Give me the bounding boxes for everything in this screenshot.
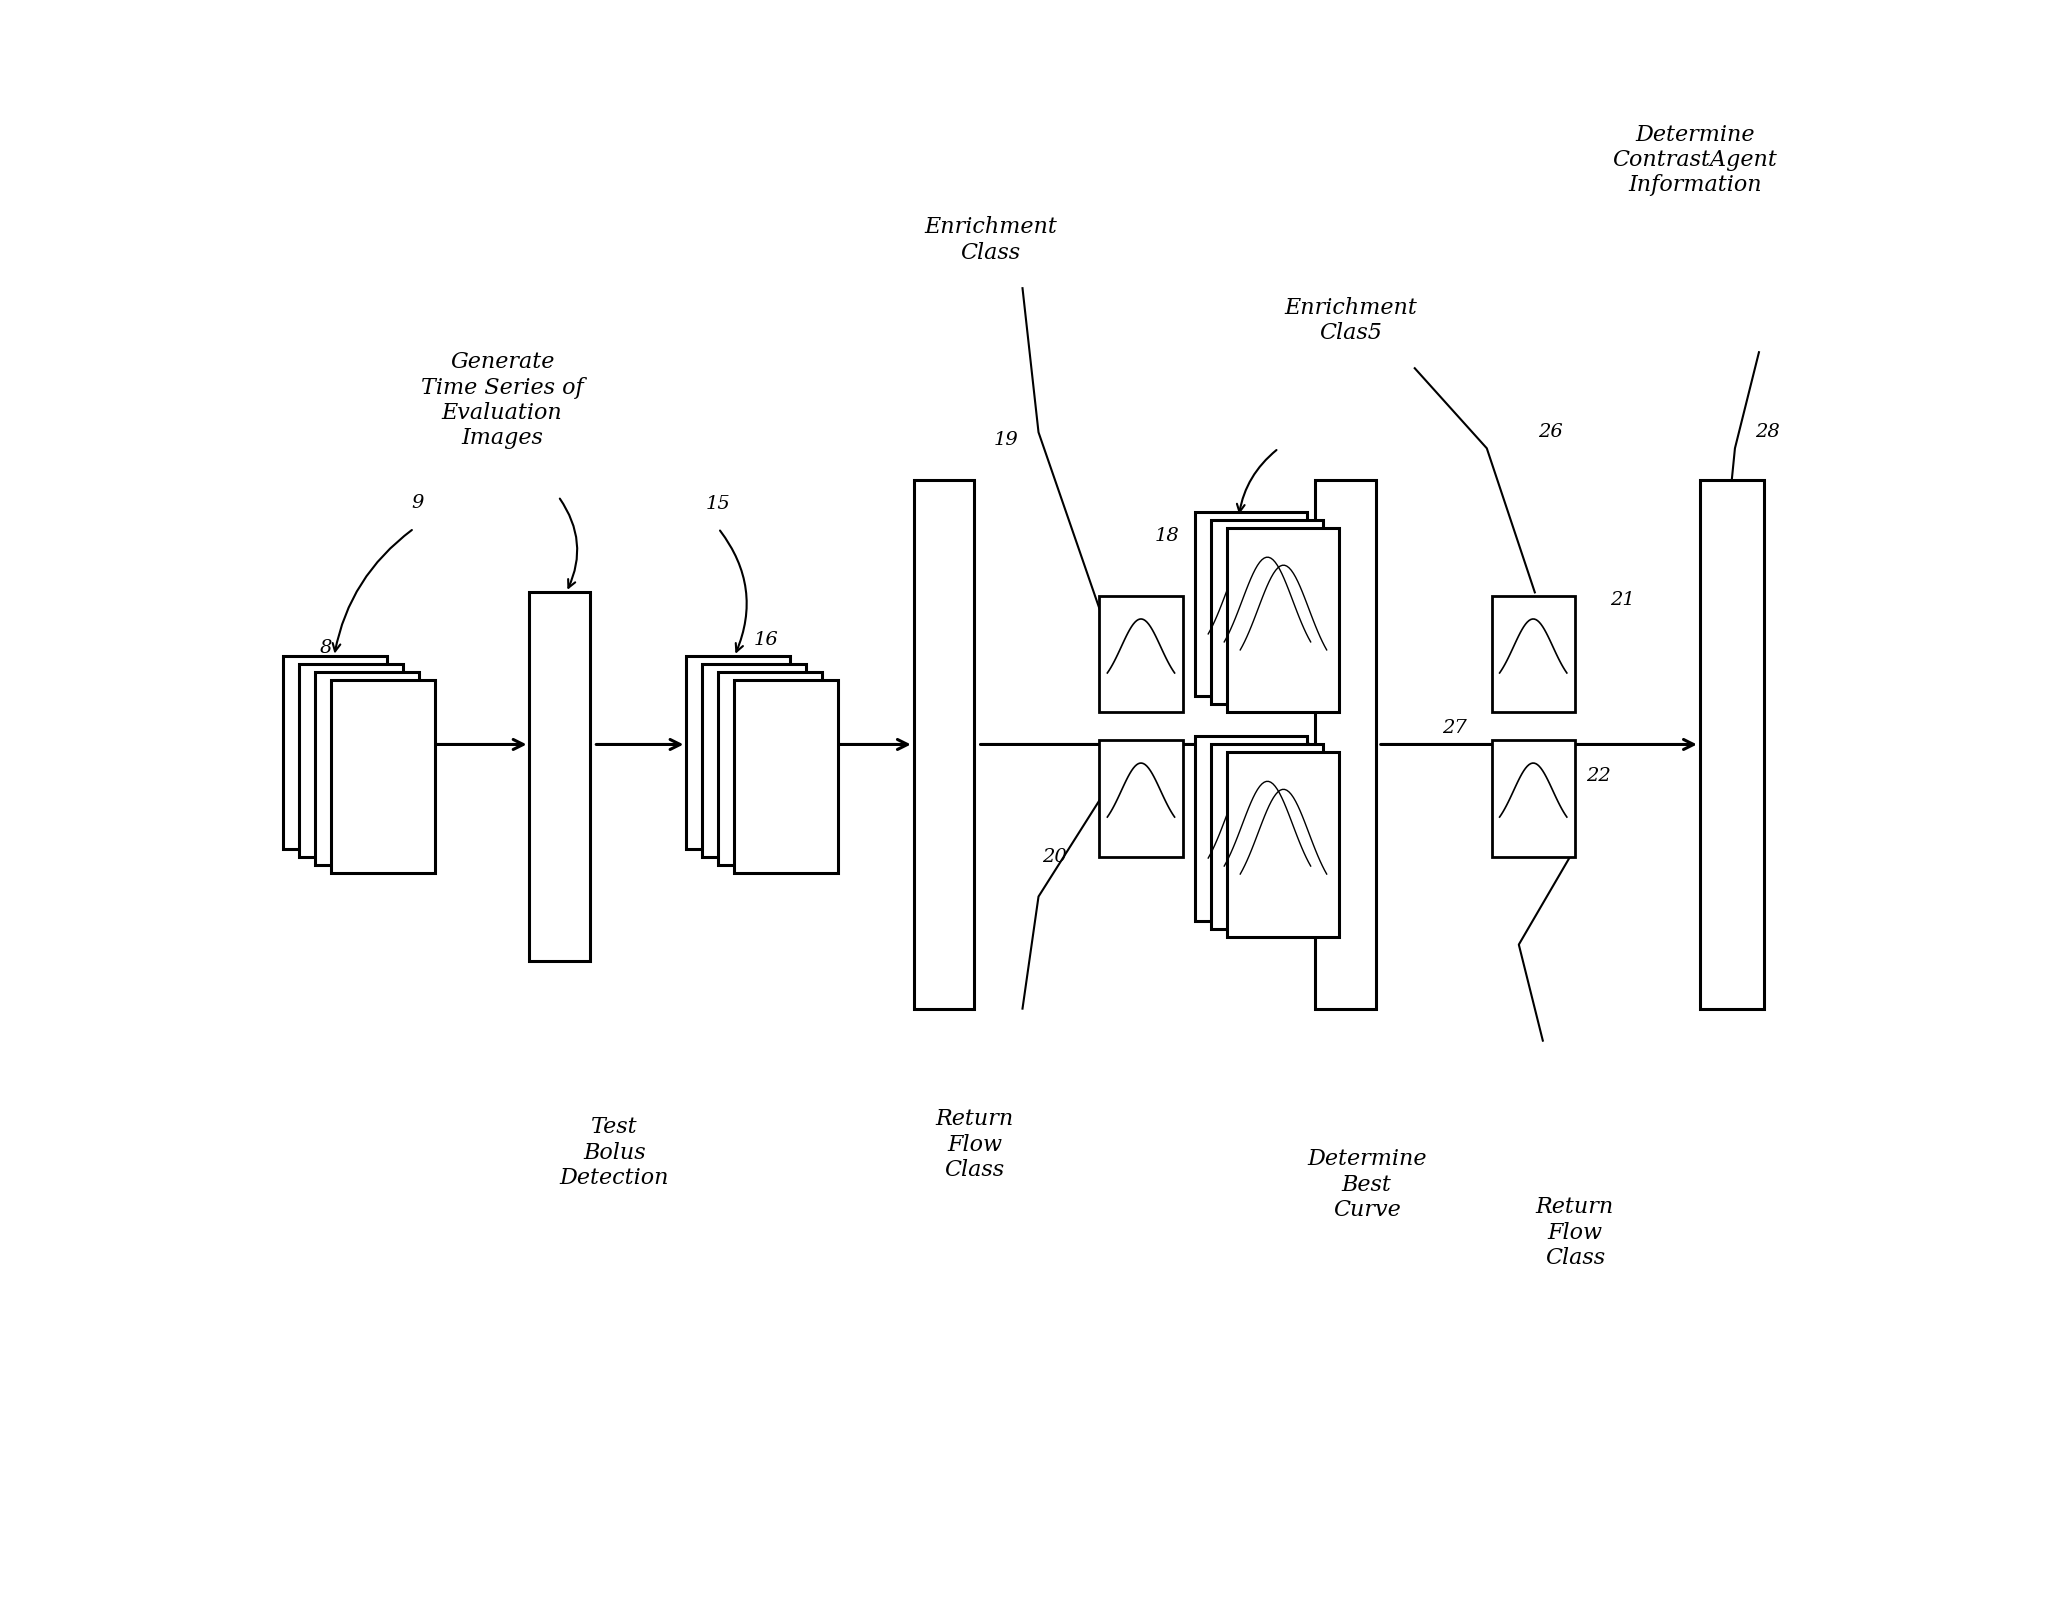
Text: Return
Flow
Class: Return Flow Class [935,1108,1014,1182]
Bar [1315,480,1376,1009]
Text: Generate
Time Series of
Evaluation
Images: Generate Time Series of Evaluation Image… [421,351,583,450]
Text: Enrichment
Clas5: Enrichment Clas5 [1284,296,1417,344]
Bar [734,680,838,873]
Bar [1100,596,1182,712]
Text: 15: 15 [706,495,730,514]
Bar [315,672,419,865]
Bar [1211,520,1323,704]
Bar [1491,596,1575,712]
Text: 21: 21 [1194,591,1219,610]
Text: 22: 22 [1194,775,1219,794]
Text: Enrichment
Class: Enrichment Class [924,216,1057,264]
Text: 9: 9 [411,493,423,512]
Text: 23: 23 [1315,495,1339,514]
Text: 24: 24 [1315,727,1339,746]
Text: Determine
Best
Curve: Determine Best Curve [1307,1148,1427,1222]
Text: Return
Flow
Class: Return Flow Class [1536,1196,1614,1270]
Bar [299,664,403,857]
Text: 25: 25 [1331,514,1356,533]
Bar [1227,528,1339,712]
Bar [1196,736,1307,921]
Bar [1196,512,1307,696]
Text: 20: 20 [1043,847,1067,866]
Bar [687,656,789,849]
Text: 28: 28 [1755,423,1779,442]
Bar [1211,744,1323,929]
Text: 26: 26 [1538,423,1562,442]
Bar [718,672,822,865]
Bar [1227,752,1339,937]
Text: 18: 18 [1153,527,1180,546]
Bar [331,680,436,873]
Text: Test
Bolus
Detection: Test Bolus Detection [560,1116,669,1190]
Bar [282,656,387,849]
Bar [1699,480,1763,1009]
Bar [530,592,591,961]
Text: 27: 27 [1442,719,1466,738]
Text: 22: 22 [1587,767,1611,786]
Text: 14: 14 [534,639,558,658]
Bar [1491,740,1575,857]
Text: 19: 19 [994,431,1018,450]
Bar [701,664,806,857]
Text: 16: 16 [755,631,779,650]
Text: 21: 21 [1611,591,1636,610]
Text: 8: 8 [319,639,331,658]
Text: 17: 17 [926,671,951,690]
Bar [1100,740,1182,857]
Text: Determine
ContrastAgent
Information: Determine ContrastAgent Information [1611,123,1777,197]
Bar [914,480,975,1009]
